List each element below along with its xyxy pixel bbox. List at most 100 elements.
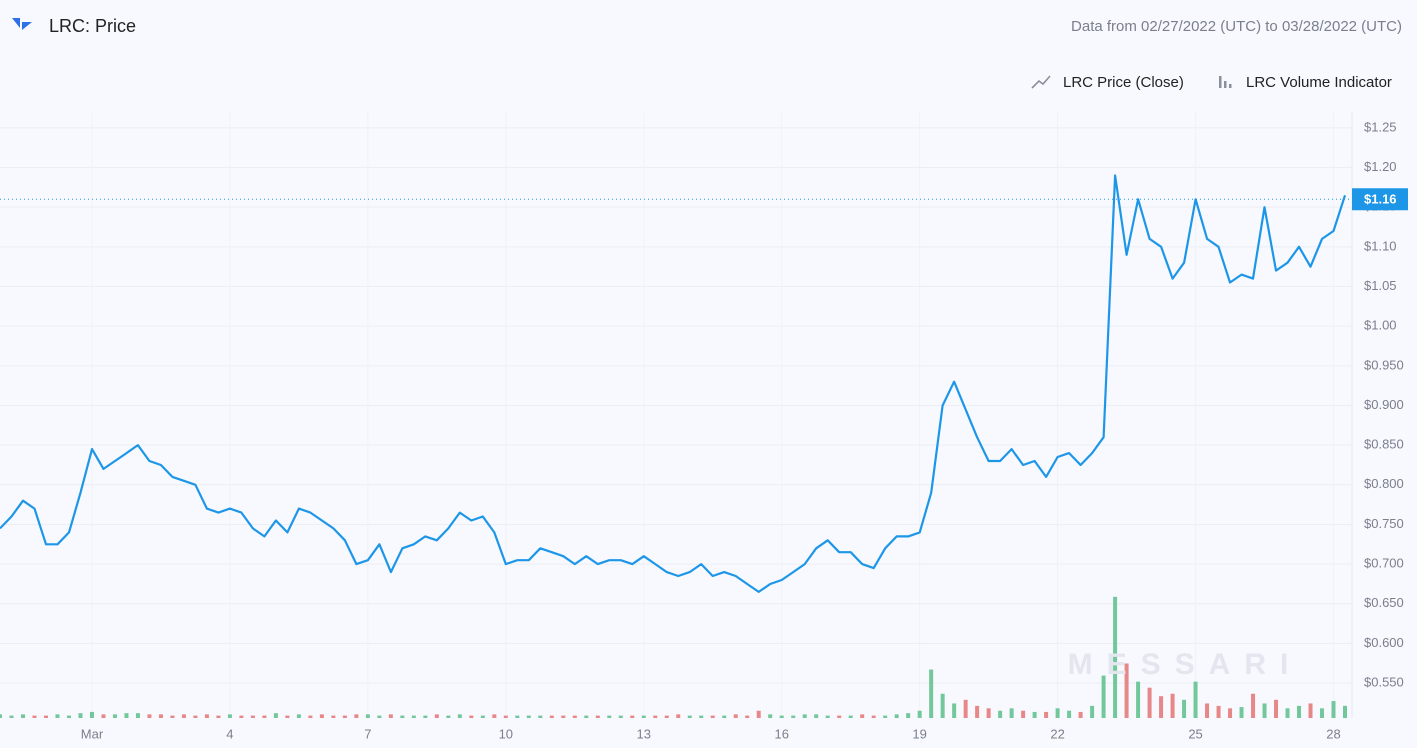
volume-bar <box>0 714 2 718</box>
volume-bar <box>1055 708 1060 718</box>
volume-bar <box>1274 699 1279 718</box>
volume-bar <box>411 715 416 718</box>
volume-bar <box>986 708 991 718</box>
volume-bar <box>43 715 48 718</box>
volume-bar <box>1032 711 1037 718</box>
volume-bar <box>204 714 209 718</box>
volume-bar <box>423 715 428 718</box>
volume-bar <box>791 715 796 718</box>
volume-bar <box>745 715 750 718</box>
volume-bar <box>756 710 761 718</box>
volume-bar <box>860 714 865 718</box>
volume-bar <box>1078 711 1083 718</box>
volume-bar <box>779 715 784 718</box>
legend-bar-icon <box>1219 76 1232 88</box>
volume-bar <box>434 714 439 718</box>
volume-bar <box>181 714 186 718</box>
volume-bar <box>917 710 922 718</box>
legend-label[interactable]: LRC Price (Close) <box>1063 74 1184 91</box>
volume-bar <box>1308 703 1313 718</box>
legend-line-icon <box>1031 75 1051 89</box>
legend-label[interactable]: LRC Volume Indicator <box>1246 74 1392 91</box>
volume-bar <box>1216 705 1221 718</box>
volume-bar <box>1159 696 1164 718</box>
volume-bar <box>607 715 612 718</box>
volume-bar <box>1205 703 1210 718</box>
volume-bar <box>1124 663 1129 718</box>
volume-bar <box>158 714 163 718</box>
volume-bar <box>1251 693 1256 718</box>
volume-bar <box>515 715 520 718</box>
volume-bar <box>1193 681 1198 718</box>
volume-bar <box>1262 703 1267 718</box>
volume-bar <box>193 715 198 718</box>
volume-bar <box>837 715 842 718</box>
volume-bar <box>699 715 704 718</box>
volume-bar <box>365 714 370 718</box>
x-tick-label: 22 <box>1050 726 1064 741</box>
volume-bar <box>768 714 773 718</box>
x-tick-label: 16 <box>774 726 788 741</box>
volume-bar <box>664 715 669 718</box>
y-tick-label: $0.600 <box>1364 635 1404 650</box>
volume-bar <box>296 714 301 718</box>
volume-bar <box>1090 705 1095 718</box>
x-tick-label: 10 <box>499 726 513 741</box>
volume-bar <box>1320 708 1325 718</box>
volume-bar <box>1170 693 1175 718</box>
volume-bar <box>457 714 462 718</box>
volume-bar <box>1147 687 1152 718</box>
volume-bar <box>331 715 336 718</box>
volume-bar <box>147 714 152 718</box>
x-tick-label: 13 <box>637 726 651 741</box>
volume-bar <box>492 714 497 718</box>
volume-bar <box>446 715 451 718</box>
logo <box>12 18 32 30</box>
volume-bar <box>1044 711 1049 718</box>
x-tick-label: 25 <box>1188 726 1202 741</box>
volume-bar <box>802 714 807 718</box>
volume-bar <box>894 714 899 718</box>
volume-bar <box>584 715 589 718</box>
volume-bar <box>1067 710 1072 718</box>
volume-bar <box>124 713 129 718</box>
volume-bar <box>101 714 106 718</box>
last-value-label: $1.16 <box>1364 192 1397 207</box>
volume-bar <box>676 714 681 718</box>
volume-bar <box>250 715 255 718</box>
volume-bar <box>20 714 25 718</box>
volume-bar <box>1021 710 1026 718</box>
volume-bar <box>710 715 715 718</box>
volume-bar <box>1113 596 1118 718</box>
volume-bar <box>308 715 313 718</box>
x-tick-label: 7 <box>364 726 371 741</box>
volume-bar <box>89 711 94 718</box>
volume-bar <box>572 715 577 718</box>
volume-bar <box>871 715 876 718</box>
watermark: MESSARI <box>1068 648 1303 681</box>
volume-bar <box>377 715 382 718</box>
y-tick-label: $1.05 <box>1364 278 1397 293</box>
last-value-marker <box>1352 188 1408 211</box>
volume-bar <box>641 715 646 718</box>
volume-bar <box>618 715 623 718</box>
volume-bar <box>227 714 232 718</box>
volume-bar <box>526 715 531 718</box>
volume-bar <box>112 714 117 718</box>
volume-bar <box>883 715 888 718</box>
volume-bar <box>653 715 658 718</box>
volume-bar <box>561 715 566 718</box>
y-tick-label: $1.10 <box>1364 238 1397 253</box>
volume-bar <box>1136 681 1141 718</box>
volume-bar <box>9 715 14 718</box>
volume-bar <box>480 715 485 718</box>
volume-bar <box>1182 699 1187 718</box>
volume-bar <box>1297 705 1302 718</box>
y-tick-label: $0.750 <box>1364 516 1404 531</box>
y-tick-label: $0.850 <box>1364 437 1404 452</box>
volume-bar <box>687 715 692 718</box>
volume-bar <box>1101 675 1106 718</box>
volume-bar <box>216 715 221 718</box>
volume-bar <box>848 715 853 718</box>
volume-bar <box>1009 708 1014 718</box>
